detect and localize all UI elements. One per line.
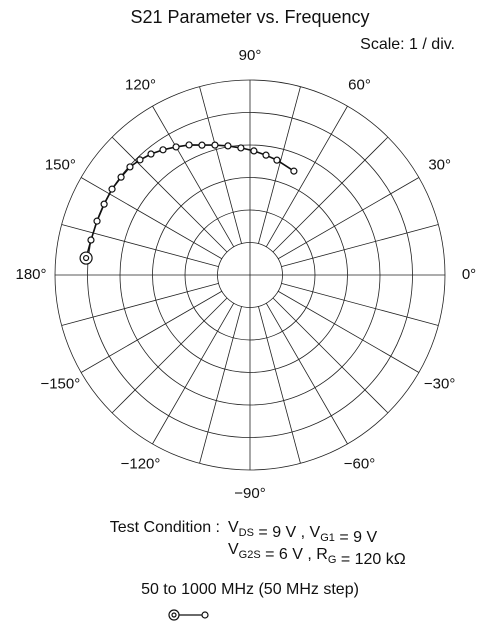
condition-line: VDS = 9 V , VG1 = 9 V [228,519,377,546]
point [136,156,144,164]
point [273,156,281,164]
grid-spoke-minor [61,283,219,326]
point [93,217,101,225]
point [185,141,193,149]
sweep-label: 50 to 1000 MHz (50 MHz step) [141,581,359,598]
grid-spoke [265,302,348,445]
point [262,151,270,159]
point [126,163,134,171]
theta-tick-label: 150° [45,156,76,173]
series-line [85,144,295,259]
point [237,144,245,152]
grid-spoke-minor [111,136,228,253]
subscript: G2S [239,549,261,561]
point [100,200,108,208]
theta-tick-label: 120° [125,76,156,93]
grid-spoke-minor [281,283,439,326]
point [108,185,116,193]
grid-spoke [80,290,223,373]
theta-tick-label: 30° [428,156,451,173]
theta-tick-label: 90° [239,47,262,64]
chart-title: S21 Parameter vs. Frequency [130,7,369,27]
grid-spoke-minor [199,306,242,464]
grid-spoke [265,105,348,248]
point [211,141,219,149]
point [172,143,180,151]
grid-spoke-minor [258,306,301,464]
point [117,173,125,181]
point [250,147,258,155]
text-part: = 6 V , R [261,546,328,563]
condition-line: VG2S = 6 V , RG = 120 kΩ [228,541,406,568]
grid-spoke [152,105,235,248]
start-point [82,254,90,262]
condition-label: Test Condition : [110,519,220,536]
theta-tick-label: −90° [234,485,265,502]
text-part: V [228,541,239,558]
theta-tick-label: 0° [462,266,476,283]
text-part: = 9 V , V [254,524,321,541]
subscript: G [328,554,337,566]
grid-spoke-minor [258,86,301,244]
point [159,146,167,154]
grid-spoke-minor [199,86,242,244]
grid-spoke-minor [61,224,219,267]
point [224,142,232,150]
legend-end [201,611,209,619]
scale-label: Scale: 1 / div. [360,36,455,53]
text-part: = 120 kΩ [336,551,405,568]
grid-spoke [277,177,420,260]
theta-tick-label: 180° [15,266,46,283]
grid-spoke [152,302,235,445]
point [290,167,298,175]
grid-spoke [80,177,223,260]
grid-spoke-minor [272,297,389,414]
grid-spoke-minor [111,297,228,414]
legend-start [168,609,180,621]
grid-spoke-minor [281,224,439,267]
point [147,150,155,158]
theta-tick-label: −30° [424,375,455,392]
theta-tick-label: −60° [344,456,375,473]
legend-icon [168,609,209,621]
legend-start-inner [171,612,177,618]
text-part: = 9 V [335,529,378,546]
subscript: DS [239,527,254,539]
theta-tick-label: 60° [348,76,371,93]
point [198,141,206,149]
theta-tick-label: −150° [40,375,80,392]
point [87,236,95,244]
grid-spoke [277,290,420,373]
subscript: G1 [320,532,335,544]
grid-spoke-minor [272,136,389,253]
theta-tick-label: −120° [121,456,161,473]
text-part: V [228,519,239,536]
